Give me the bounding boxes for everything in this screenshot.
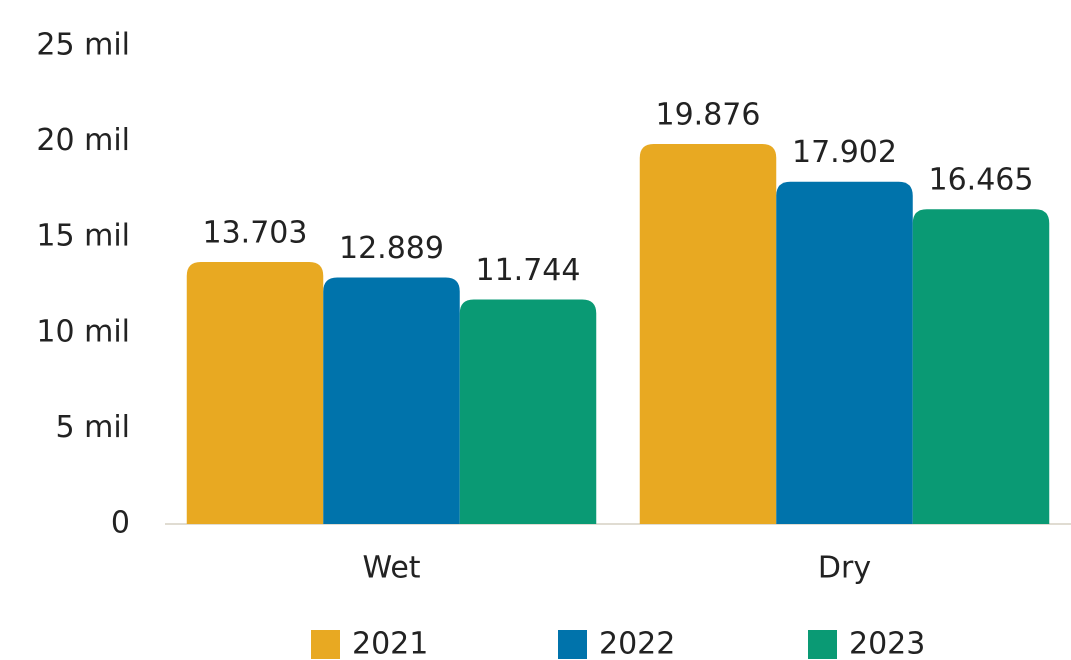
y-tick-label: 20 mil bbox=[36, 123, 130, 158]
bar bbox=[459, 299, 597, 524]
data-label: 11.744 bbox=[476, 253, 581, 288]
legend-swatch bbox=[311, 630, 340, 659]
x-tick-label: Wet bbox=[362, 551, 420, 586]
y-tick-label: 10 mil bbox=[36, 314, 130, 349]
x-tick-label: Dry bbox=[818, 551, 871, 586]
y-tick-label: 15 mil bbox=[36, 219, 130, 254]
bar bbox=[323, 277, 460, 524]
bar bbox=[912, 209, 1050, 524]
data-label: 16.465 bbox=[929, 163, 1034, 198]
data-label: 19.876 bbox=[656, 97, 761, 132]
bar bbox=[639, 143, 777, 524]
legend-label: 2021 bbox=[352, 627, 428, 660]
bar bbox=[776, 181, 913, 525]
legend-swatch bbox=[558, 630, 587, 659]
y-tick-label: 0 bbox=[111, 506, 130, 541]
legend-label: 2023 bbox=[849, 627, 925, 660]
legend-label: 2022 bbox=[599, 627, 675, 660]
data-label: 12.889 bbox=[339, 231, 444, 266]
data-label: 17.902 bbox=[792, 135, 897, 170]
y-tick-label: 5 mil bbox=[55, 410, 130, 445]
data-label: 13.703 bbox=[203, 215, 308, 250]
bar bbox=[186, 261, 324, 524]
legend-swatch bbox=[808, 630, 837, 659]
y-tick-label: 25 mil bbox=[36, 28, 130, 63]
